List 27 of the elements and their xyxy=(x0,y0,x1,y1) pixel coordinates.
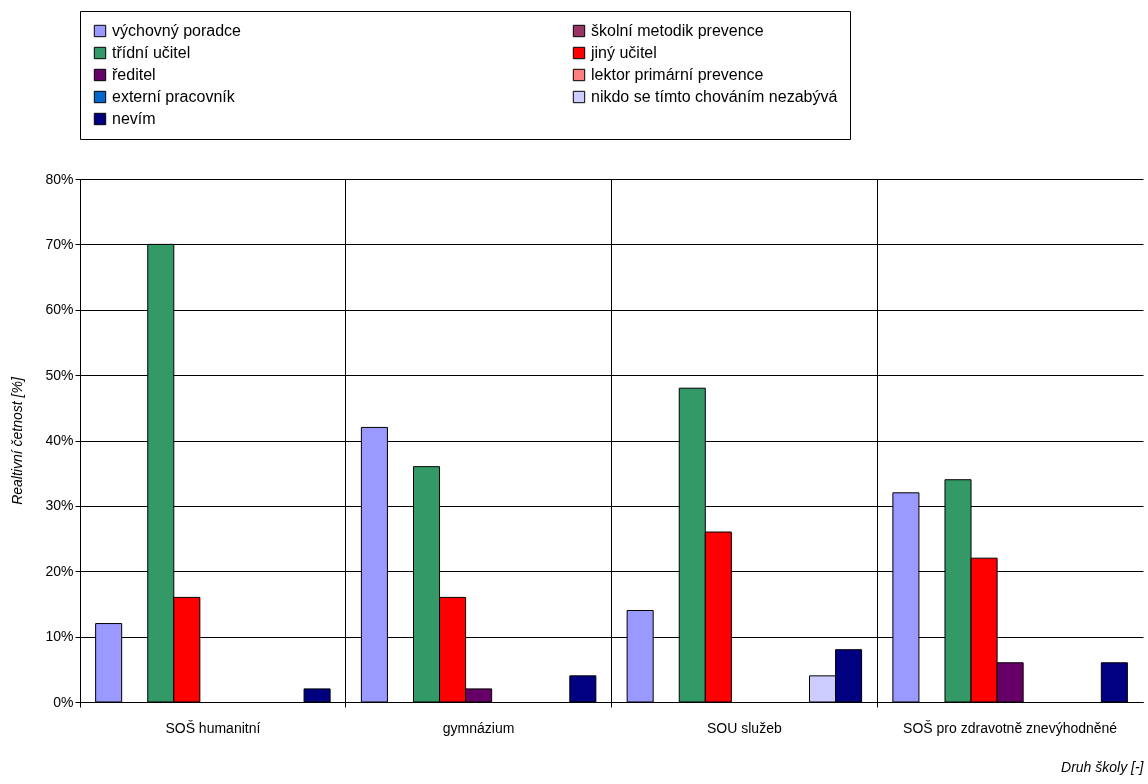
bar xyxy=(569,675,597,703)
legend-label: nevím xyxy=(112,110,156,127)
legend-label: externí pracovník xyxy=(112,88,236,105)
legend-label: výchovný poradce xyxy=(112,22,242,39)
bar xyxy=(303,688,331,703)
x-axis-title: Druh školy [-] xyxy=(1061,758,1145,775)
legend-label: jiný učitel xyxy=(590,44,657,61)
y-tick-label: 10% xyxy=(45,628,74,645)
y-tick-label: 40% xyxy=(45,432,74,448)
x-tick-label: SOŠ pro zdravotně znevýhodněné xyxy=(903,719,1118,736)
y-tick-label: 60% xyxy=(45,301,74,318)
y-tick-label: 80% xyxy=(45,170,74,187)
legend-label: školní metodik prevence xyxy=(591,22,764,39)
legend-label: ředitel xyxy=(112,66,156,83)
y-tick-label: 50% xyxy=(45,366,74,383)
x-tick-label: SOŠ humanitní xyxy=(165,719,261,736)
y-tick-label: 0% xyxy=(53,693,74,710)
y-axis-title: Realtivní četnost [%] xyxy=(9,376,26,505)
legend-label: třídní učitel xyxy=(112,44,191,61)
y-tick-label: 30% xyxy=(45,497,74,514)
y-tick-label: 20% xyxy=(45,562,74,579)
bar xyxy=(1100,662,1128,703)
x-tick-label: gymnázium xyxy=(442,719,515,736)
legend-label: nikdo se tímto chováním nezabývá xyxy=(591,88,838,105)
y-tick-label: 70% xyxy=(45,235,74,252)
x-tick-label: SOU služeb xyxy=(707,719,782,736)
legend-label: lektor primární prevence xyxy=(591,66,764,83)
